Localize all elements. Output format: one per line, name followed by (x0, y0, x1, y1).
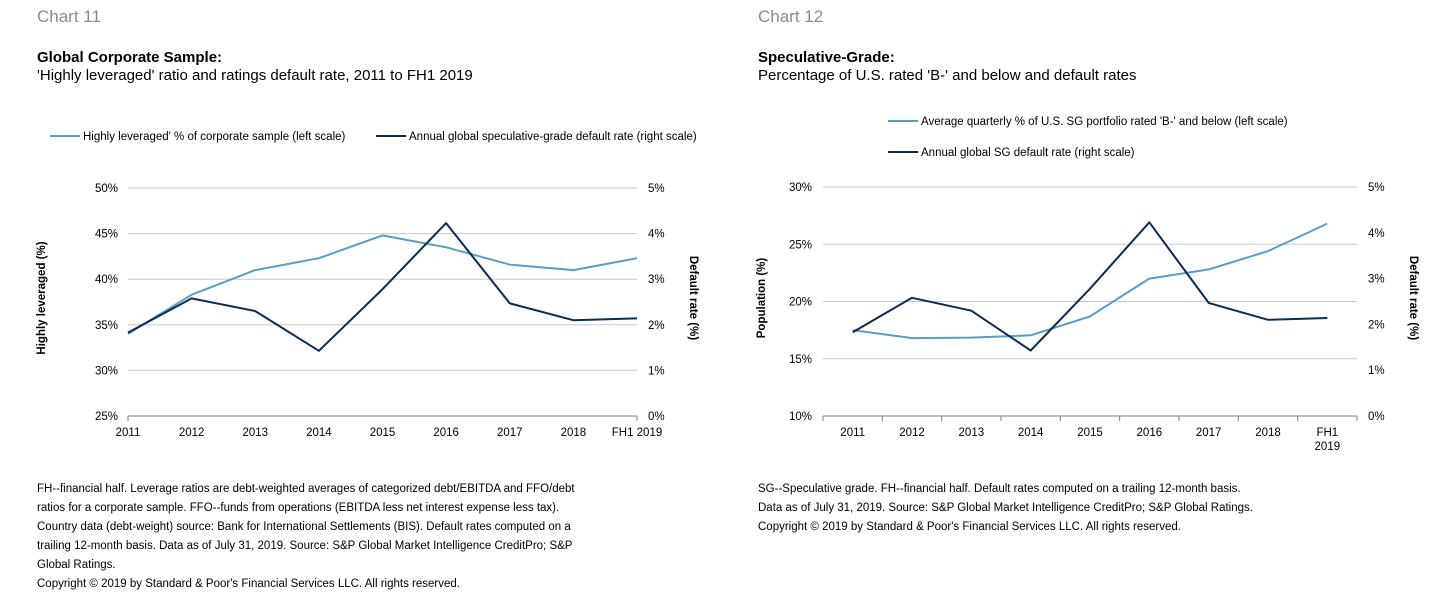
x-tick-label: 2018 (561, 427, 587, 439)
right-tick-label: 5% (648, 183, 665, 195)
chart-panel-12: Chart 12 Speculative-Grade: Percentage o… (722, 0, 1445, 608)
chart-plot-12: 10% 15% 20% 25% 30% 0% 1% 2% 3% 4% 5% 2011 2012 2013 2… (756, 116, 1419, 453)
right-tick-label: 4% (1368, 228, 1385, 240)
y-left-axis-title: Population (%) (756, 258, 768, 339)
left-tick-label: 30% (95, 365, 118, 377)
right-tick-label: 3% (1368, 274, 1385, 286)
x-tick-label: 2011 (116, 427, 141, 439)
legend-label: Highly leveraged' % of corporate sample … (83, 131, 346, 143)
left-tick-label: 20% (789, 297, 812, 309)
chart-panel-11: Chart 11 Global Corporate Sample: 'Highl… (0, 0, 722, 608)
x-tick-label: 2018 (1255, 427, 1281, 439)
right-tick-label: 2% (1368, 319, 1385, 331)
x-tick-label: 2014 (1018, 427, 1044, 439)
right-tick-label: 1% (1368, 365, 1385, 377)
x-tick-label: 2013 (242, 427, 268, 439)
series-line-left-scale (127, 234, 638, 335)
left-tick-label: 15% (789, 354, 812, 366)
chart-number: Chart 11 (37, 7, 101, 26)
series-line-left-scale (852, 222, 1328, 340)
left-tick-label: 35% (95, 320, 118, 332)
left-tick-label: 10% (789, 411, 812, 423)
legend-label: Annual global speculative-grade default … (409, 131, 697, 143)
right-tick-label: 5% (1368, 182, 1385, 194)
x-tick-label: 2015 (1077, 427, 1103, 439)
series-line-right-scale (127, 222, 638, 352)
footnote-line: SG--Speculative grade. FH--financial hal… (758, 483, 1241, 495)
left-tick-label: 25% (95, 411, 118, 423)
y-left-axis-title: Highly leveraged (%) (36, 241, 48, 354)
chart-subtitle: Percentage of U.S. rated 'B-' and below … (758, 67, 1137, 84)
chart-footnote: SG--Speculative grade. FH--financial hal… (758, 480, 1253, 537)
x-tick-label: 2016 (433, 427, 459, 439)
footnote-line: ratios for a corporate sample. FFO--fund… (37, 502, 560, 514)
left-tick-label: 45% (95, 229, 118, 241)
footnote-line: Data as of July 31, 2019. Source: S&P Gl… (758, 502, 1253, 514)
x-tick-label: 2019 (1315, 441, 1341, 453)
x-tick-label: 2015 (370, 427, 396, 439)
right-tick-label: 3% (648, 274, 665, 286)
x-tick-label: 2017 (497, 427, 523, 439)
chart-plot-11: 25% 30% 35% 40% 45% 50% 0% 1% 2% 3% 4% 5% 2011 2012 20… (36, 131, 699, 439)
footnote-line: trailing 12-month basis. Data as of July… (37, 540, 573, 552)
right-tick-label: 2% (648, 320, 665, 332)
left-tick-label: 25% (789, 239, 812, 251)
y-right-axis-title: Default rate (%) (687, 256, 699, 341)
right-tick-label: 0% (1368, 411, 1385, 423)
footnote-line: Copyright © 2019 by Standard & Poor's Fi… (37, 578, 460, 590)
x-tick-label: 2016 (1137, 427, 1163, 439)
x-tick-label: 2012 (899, 427, 925, 439)
chart-subtitle: 'Highly leveraged' ratio and ratings def… (37, 67, 473, 84)
chart-number: Chart 12 (758, 7, 824, 26)
x-tick-label: FH1 (1316, 427, 1338, 439)
right-tick-label: 0% (648, 411, 665, 423)
right-tick-label: 1% (648, 365, 665, 377)
x-tick-label: FH1 2019 (612, 427, 663, 439)
chart-footnote: FH--financial half. Leverage ratios are … (37, 480, 575, 594)
footnote-line: Country data (debt-weight) source: Bank … (37, 521, 571, 533)
legend-label: Annual global SG default rate (right sca… (921, 147, 1135, 159)
left-tick-label: 40% (95, 274, 118, 286)
x-tick-label: 2013 (959, 427, 985, 439)
left-tick-label: 50% (95, 183, 118, 195)
footnote-line: Global Ratings. (37, 559, 116, 571)
chart-title: Speculative-Grade: (758, 49, 895, 66)
chart-group: 25% 30% 35% 40% 45% 50% 0% 1% 2% 3% 4% 5% 2011 2012 20… (36, 131, 699, 439)
footnote-line: FH--financial half. Leverage ratios are … (37, 483, 575, 495)
x-tick-label: 2011 (840, 427, 865, 439)
x-tick-label: 2014 (306, 427, 332, 439)
right-tick-label: 4% (648, 229, 665, 241)
x-tick-label: 2012 (179, 427, 205, 439)
x-tick-label: 2017 (1196, 427, 1222, 439)
footnote-line: Copyright © 2019 by Standard & Poor's Fi… (758, 521, 1181, 533)
left-tick-label: 30% (789, 182, 812, 194)
y-right-axis-title: Default rate (%) (1407, 256, 1419, 341)
chart-title: Global Corporate Sample: (37, 49, 223, 66)
chart-group: 10% 15% 20% 25% 30% 0% 1% 2% 3% 4% 5% 2011 2012 2013 2… (756, 116, 1419, 453)
legend-label: Average quarterly % of U.S. SG portfolio… (921, 116, 1288, 128)
series-line-right-scale (852, 221, 1328, 352)
